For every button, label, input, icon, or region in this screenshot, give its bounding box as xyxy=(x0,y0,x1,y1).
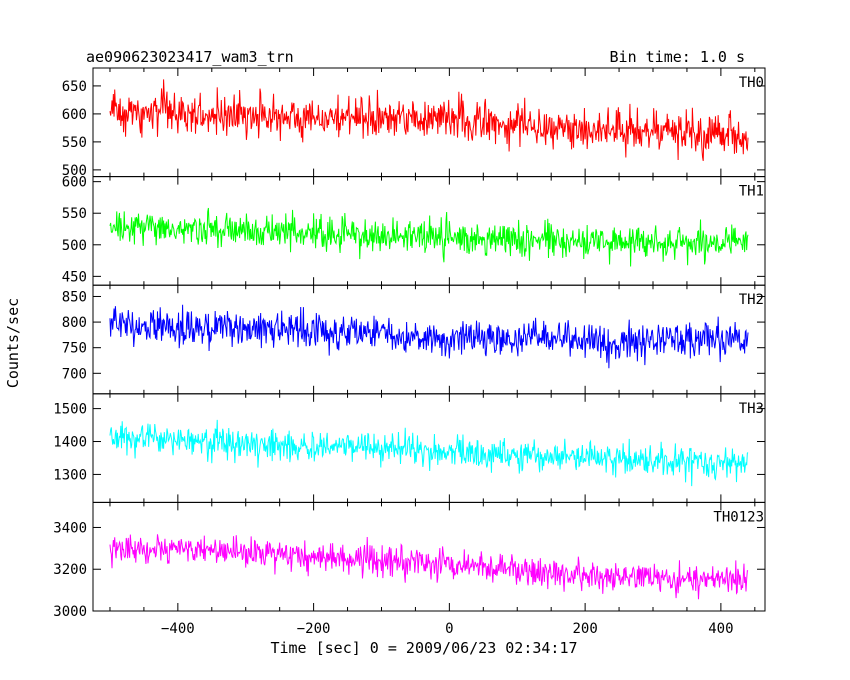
y-tick-label: 550 xyxy=(62,206,87,222)
y-tick-label: 650 xyxy=(62,79,87,95)
panel-th3: 1300 1400 1500 TH3 xyxy=(53,393,766,503)
x-tick-label: 200 xyxy=(572,621,597,637)
y-tick-label: 1500 xyxy=(53,402,87,418)
panel-label-th3: TH3 xyxy=(739,401,764,417)
panel-label-th2: TH2 xyxy=(739,292,764,308)
y-tick-label: 850 xyxy=(62,289,87,305)
x-axis-label: Time [sec] 0 = 2009/06/23 02:34:17 xyxy=(270,639,577,657)
y-tick-label: 3200 xyxy=(53,562,87,578)
y-tick-label: 1300 xyxy=(53,467,87,483)
panel-th1: 450 500 550 600 TH1 xyxy=(62,175,766,286)
panel-label-th0123: TH0123 xyxy=(713,509,764,525)
panels-group: 500 550 600 650 TH0 450 500 550 600 TH1 700 750 800 8… xyxy=(53,67,766,620)
x-tick-label: 400 xyxy=(708,621,733,637)
series-line-th1 xyxy=(109,207,749,267)
x-tick-label: −200 xyxy=(297,621,331,637)
series-line-th0 xyxy=(109,79,749,161)
y-tick-label: 3400 xyxy=(53,520,87,536)
y-tick-label: 450 xyxy=(62,269,87,285)
y-tick-label: 550 xyxy=(62,135,87,151)
panel-label-th0: TH0 xyxy=(739,75,764,91)
y-tick-label: 600 xyxy=(62,175,87,191)
x-tick-label: 0 xyxy=(445,621,453,637)
panel-frame xyxy=(92,501,766,612)
panel-th2: 700 750 800 850 TH2 xyxy=(62,284,766,395)
series-line-th2 xyxy=(109,304,749,369)
y-tick-label: 500 xyxy=(62,163,87,179)
chart-subtitle: Bin time: 1.0 s xyxy=(610,48,745,66)
y-tick-label: 750 xyxy=(62,341,87,357)
y-tick-label: 1400 xyxy=(53,435,87,451)
y-tick-label: 800 xyxy=(62,315,87,331)
x-tick-label: −400 xyxy=(161,621,195,637)
x-axis: −400 −200 0 200 400 xyxy=(161,621,734,637)
chart-title: ae090623023417_wam3_trn xyxy=(86,48,294,66)
panel-label-th1: TH1 xyxy=(739,184,764,200)
y-tick-label: 700 xyxy=(62,366,87,382)
y-tick-label: 500 xyxy=(62,238,87,254)
series-line-th3 xyxy=(109,419,749,487)
panel-th0: 500 550 600 650 TH0 xyxy=(62,67,766,179)
y-tick-label: 600 xyxy=(62,107,87,123)
y-tick-label: 3000 xyxy=(53,604,87,620)
series-line-th0123 xyxy=(109,534,749,600)
y-axis-label: Counts/sec xyxy=(4,298,22,388)
panel-th0123: 3000 3200 3400 TH0123 xyxy=(53,501,766,620)
